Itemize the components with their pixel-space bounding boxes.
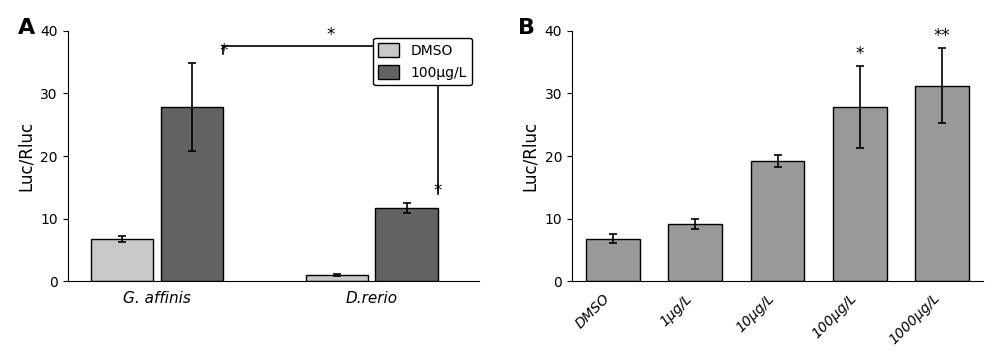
Text: *: * <box>856 45 864 63</box>
Text: *: * <box>219 42 227 60</box>
Y-axis label: Luc/Rluc: Luc/Rluc <box>521 121 539 191</box>
Legend: DMSO, 100μg/L: DMSO, 100μg/L <box>373 37 472 85</box>
Bar <box>586 239 640 281</box>
Y-axis label: Luc/Rluc: Luc/Rluc <box>17 121 35 191</box>
Text: *: * <box>326 27 335 44</box>
Bar <box>375 208 438 281</box>
Text: **: ** <box>934 27 951 45</box>
Text: B: B <box>518 18 535 38</box>
Text: A: A <box>18 18 35 38</box>
Bar <box>751 161 804 281</box>
Bar <box>306 275 368 281</box>
Bar <box>833 107 887 281</box>
Bar <box>915 86 969 281</box>
Bar <box>91 239 153 281</box>
Bar <box>161 107 223 281</box>
Bar <box>668 224 722 281</box>
Text: *: * <box>434 182 442 200</box>
